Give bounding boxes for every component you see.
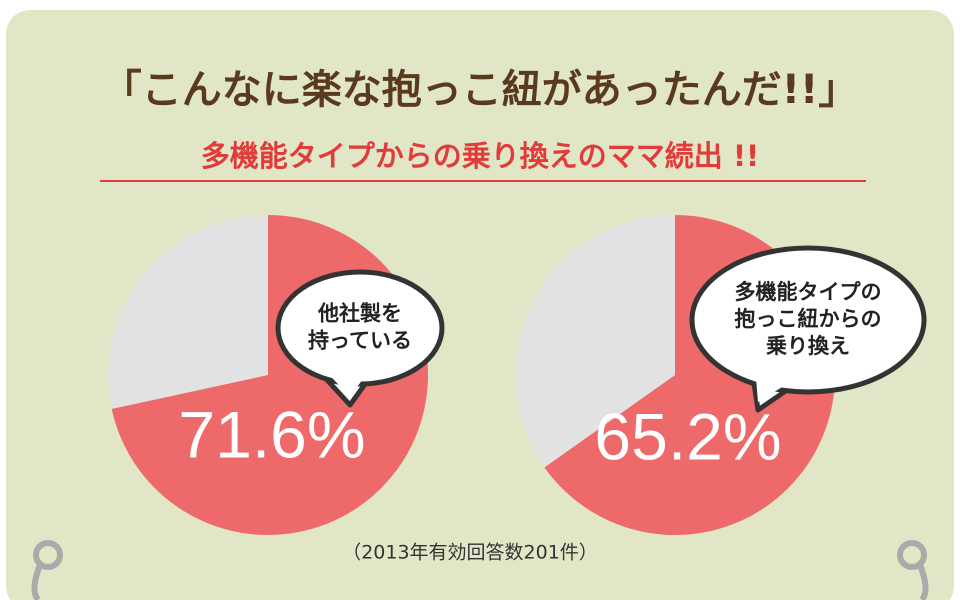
value-label: 71.6% — [178, 397, 365, 471]
rings — [31, 540, 929, 600]
note: （2013年有効回答数201件） — [342, 542, 598, 564]
bubble-text: 乗り換え — [766, 334, 850, 358]
value-label: 65.2% — [594, 399, 781, 473]
pie-slice — [515, 215, 675, 468]
ring — [33, 540, 63, 570]
bubble-text: 他社製を — [317, 302, 402, 326]
bubble-text: 持っている — [308, 329, 412, 353]
bubble-text: 多機能タイプの — [735, 280, 882, 304]
subtitle: 多機能タイプからの乗り換えのママ続出 !! — [201, 139, 760, 173]
speech-bubble — [275, 269, 445, 387]
ring-wire — [31, 563, 43, 600]
ring — [897, 540, 927, 570]
title: 「こんなに楽な抱っこ紐があったんだ!!」 — [102, 67, 858, 113]
ring-wire — [917, 563, 929, 600]
bubble-tail-cover — [755, 366, 787, 402]
bubble-tail-cover — [321, 366, 365, 397]
speech-bubble — [689, 245, 927, 395]
pie-slice — [107, 215, 268, 409]
bubble-text: 抱っこ紐からの — [735, 307, 882, 331]
